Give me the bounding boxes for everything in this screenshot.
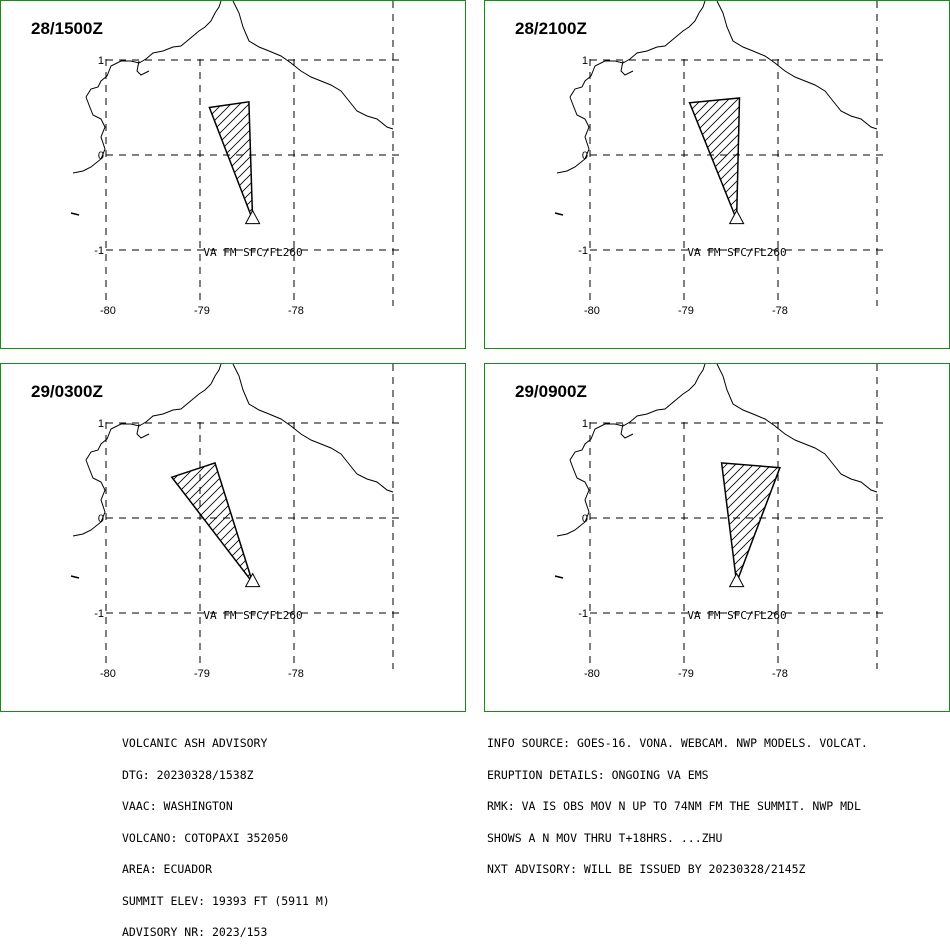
coastline xyxy=(716,364,878,493)
ash-map-1: -80 -79 -78 1 0 -1 VA FM SFC/FL260 xyxy=(70,1,401,317)
lon-tick-label: -78 xyxy=(288,305,304,317)
forecast-panel-2: -80 -79 -78 1 0 -1 VA FM SFC/FL260 28/2100Z xyxy=(484,0,950,349)
lat-tick-label: 1 xyxy=(98,55,104,67)
coastline xyxy=(70,212,80,216)
lon-tick-label: -79 xyxy=(194,305,210,317)
lon-tick-label: -80 xyxy=(100,305,116,317)
advisory-details-right: INFO SOURCE: GOES-16. VONA. WEBCAM. NWP … xyxy=(487,717,868,885)
coastline xyxy=(72,96,106,174)
coastline xyxy=(554,212,564,216)
ash-label: VA FM SFC/FL260 xyxy=(687,246,786,259)
lon-tick-label: -79 xyxy=(194,668,210,680)
lat-tick-label: -1 xyxy=(94,245,104,257)
forecast-panel-4: -80 -79 -78 1 0 -1 VA FM SFC/FL260 29/0900Z xyxy=(484,363,950,712)
coastline xyxy=(136,423,150,439)
advisory-eruption-details: ERUPTION DETAILS: ONGOING VA EMS xyxy=(487,767,709,782)
coastline xyxy=(716,1,878,130)
lat-tick-label: 1 xyxy=(582,418,588,430)
lon-tick-label: -79 xyxy=(678,305,694,317)
lon-tick-label: -80 xyxy=(584,668,600,680)
advisory-number: ADVISORY NR: 2023/153 xyxy=(122,925,268,939)
coastline xyxy=(620,60,634,76)
coastline xyxy=(569,364,706,461)
ash-map-3: -80 -79 -78 1 0 -1 VA FM SFC/FL260 xyxy=(70,364,401,680)
advisory-remark: RMK: VA IS OBS MOV N UP TO 74NM FM THE S… xyxy=(487,799,861,813)
volcano-icon xyxy=(244,572,261,588)
coastline xyxy=(72,459,106,537)
lon-tick-label: -78 xyxy=(772,305,788,317)
panel-time: 28/1500Z xyxy=(31,19,103,38)
advisory-volcano: VOLCANO: COTOPAXI 352050 xyxy=(122,830,289,845)
coastline xyxy=(70,575,80,579)
ash-cloud-polygon xyxy=(170,461,254,584)
ash-cloud-polygon xyxy=(688,97,741,220)
lon-tick-label: -78 xyxy=(288,668,304,680)
lat-tick-label: -1 xyxy=(578,245,588,257)
lat-tick-label: 0 xyxy=(582,513,588,525)
advisory-summit-elev: SUMMIT ELEV: 19393 FT (5911 M) xyxy=(122,893,330,908)
lat-tick-label: 0 xyxy=(98,513,104,525)
lat-tick-label: 1 xyxy=(582,55,588,67)
coastline xyxy=(554,575,564,579)
coastline xyxy=(556,96,590,174)
ash-map-4: -80 -79 -78 1 0 -1 VA FM SFC/FL260 xyxy=(554,364,885,680)
coastline xyxy=(232,364,394,493)
advisory-area: AREA: ECUADOR xyxy=(122,862,213,876)
coastline xyxy=(556,459,590,537)
ash-label: VA FM SFC/FL260 xyxy=(203,246,302,259)
ash-cloud-polygon xyxy=(720,462,781,583)
advisory-title: VOLCANIC ASH ADVISORY xyxy=(122,736,268,750)
forecast-panel-1: -80 -79 -78 1 0 -1 VA FM SFC/FL260 28/1500Z xyxy=(0,0,466,349)
advisory-dtg: DTG: 20230328/1538Z xyxy=(122,767,254,782)
ash-map-2: -80 -79 -78 1 0 -1 VA FM SFC/FL260 xyxy=(554,1,885,317)
lat-tick-label: 1 xyxy=(98,418,104,430)
advisory-info-source: INFO SOURCE: GOES-16. VONA. WEBCAM. NWP … xyxy=(487,736,868,750)
coastline xyxy=(232,1,394,130)
advisory-next: NXT ADVISORY: WILL BE ISSUED BY 20230328… xyxy=(487,862,806,876)
volcano-icon xyxy=(728,209,745,225)
panel-time: 29/0300Z xyxy=(31,382,103,401)
panel-time: 28/2100Z xyxy=(515,19,587,38)
coastline xyxy=(85,1,222,98)
coastline xyxy=(620,423,634,439)
panel-time: 29/0900Z xyxy=(515,382,587,401)
volcano-icon xyxy=(728,572,745,588)
volcano-icon xyxy=(244,209,261,225)
ash-label: VA FM SFC/FL260 xyxy=(687,609,786,622)
lat-tick-label: -1 xyxy=(578,608,588,620)
advisory-details-left: VOLCANIC ASH ADVISORY DTG: 20230328/1538… xyxy=(122,717,330,948)
coastline xyxy=(136,60,150,76)
lat-tick-label: -1 xyxy=(94,608,104,620)
advisory-remark-cont: SHOWS A N MOV THRU T+18HRS. ...ZHU xyxy=(487,830,723,845)
coastline xyxy=(569,1,706,98)
advisory-vaac: VAAC: WASHINGTON xyxy=(122,799,233,813)
coastline xyxy=(85,364,222,461)
lon-tick-label: -78 xyxy=(772,668,788,680)
lon-tick-label: -79 xyxy=(678,668,694,680)
lat-tick-label: 0 xyxy=(582,150,588,162)
ash-label: VA FM SFC/FL260 xyxy=(203,609,302,622)
lat-tick-label: 0 xyxy=(98,150,104,162)
ash-cloud-polygon xyxy=(208,100,254,220)
lon-tick-label: -80 xyxy=(584,305,600,317)
forecast-panel-3: -80 -79 -78 1 0 -1 VA FM SFC/FL260 29/0300Z xyxy=(0,363,466,712)
lon-tick-label: -80 xyxy=(100,668,116,680)
